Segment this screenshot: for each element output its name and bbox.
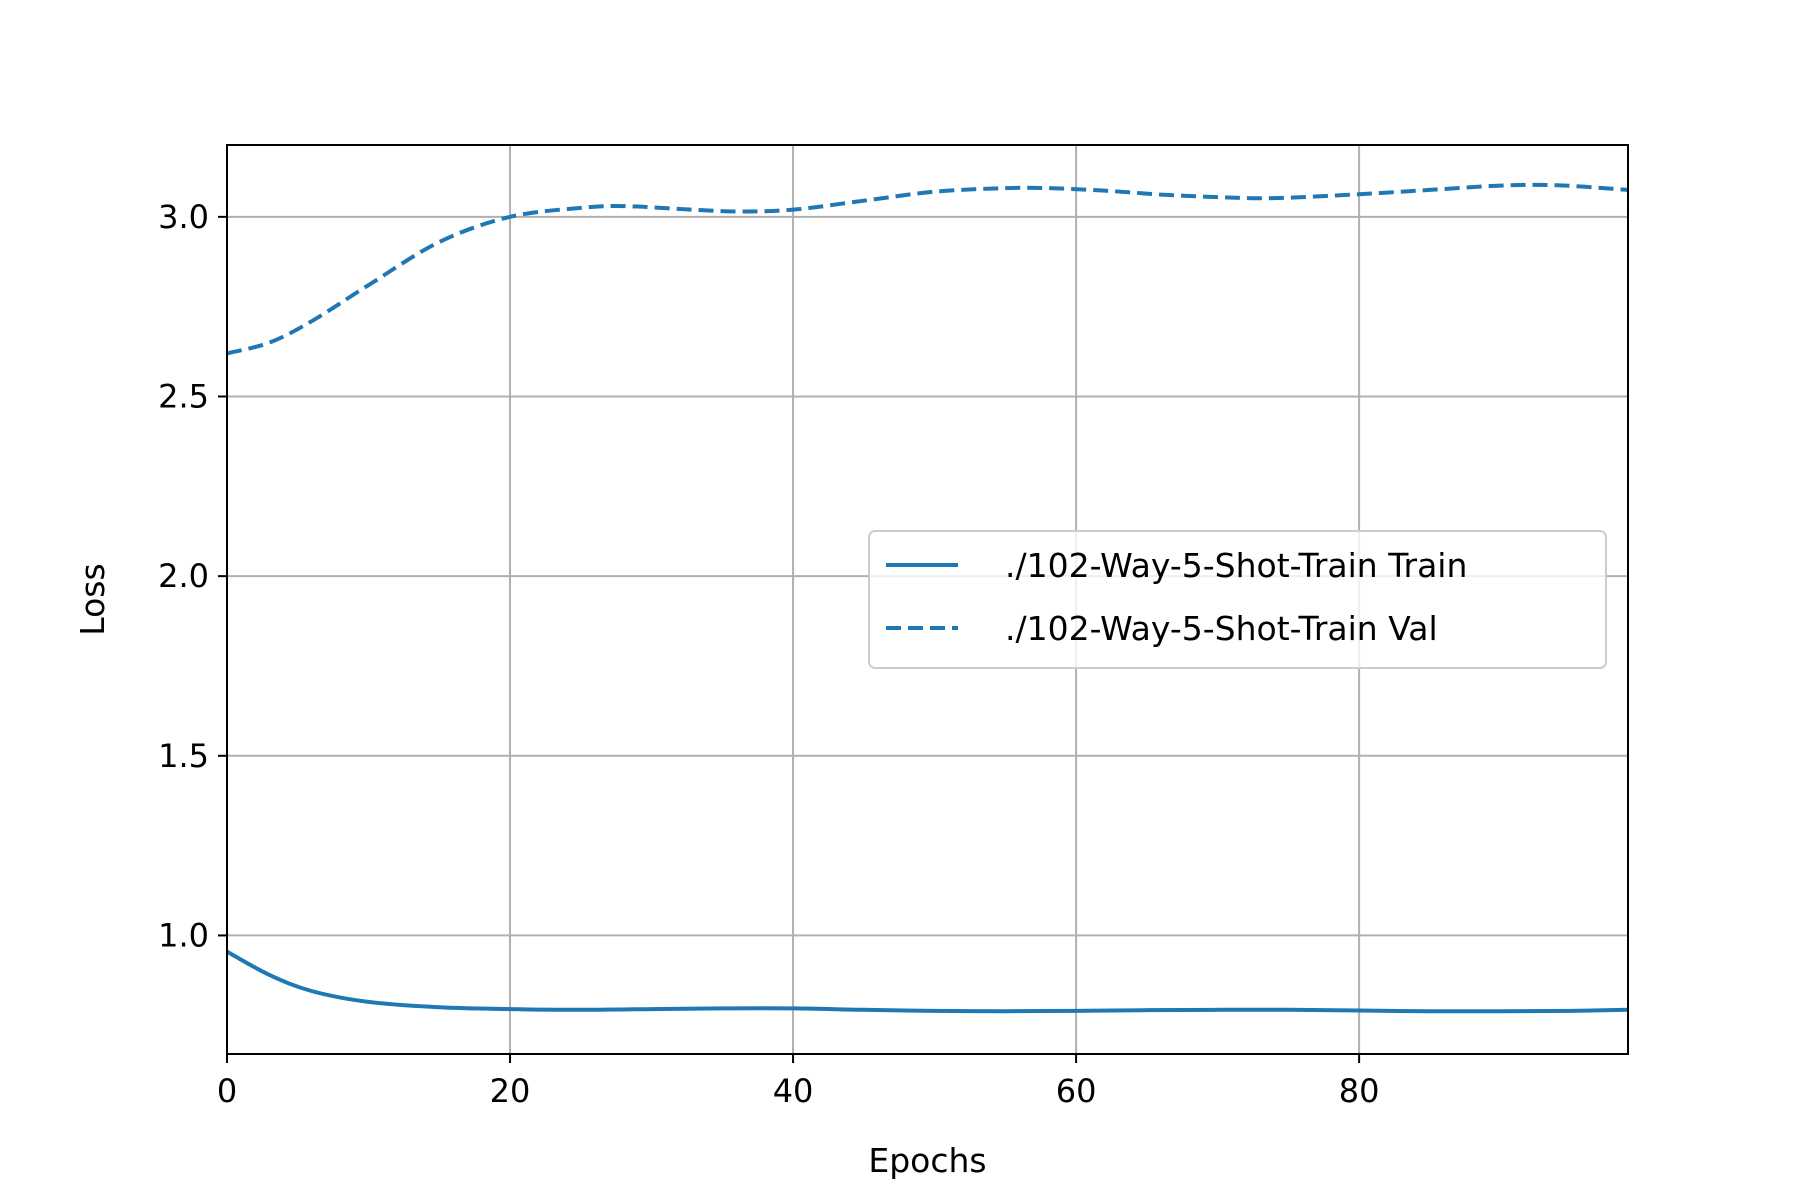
series-line-val — [226, 182, 1629, 356]
axis-ticks: 0 20 40 60 80 1.0 1.5 2.0 2.5 3.0 — [158, 198, 1379, 1110]
y-tick-label: 2.0 — [158, 557, 209, 595]
series-line-train — [226, 949, 1629, 1014]
x-tick-label: 0 — [217, 1072, 237, 1110]
y-tick-label: 3.0 — [158, 198, 209, 236]
y-tick-label: 2.5 — [158, 378, 209, 416]
grid — [226, 145, 1628, 1054]
legend-label-val: ./102-Way-5-Shot-Train Val — [1005, 609, 1438, 648]
y-tick-label: 1.0 — [158, 916, 209, 954]
legend-label-train: ./102-Way-5-Shot-Train Train — [1005, 546, 1467, 585]
x-tick-label: 20 — [490, 1072, 531, 1110]
x-tick-label: 80 — [1339, 1072, 1380, 1110]
y-tick-label: 1.5 — [158, 737, 209, 775]
x-axis-label: Epochs — [868, 1141, 986, 1180]
legend-box — [868, 530, 1607, 669]
x-tick-label: 40 — [773, 1072, 814, 1110]
x-tick-label: 60 — [1056, 1072, 1097, 1110]
legend: ./102-Way-5-Shot-Train Train ./102-Way-5… — [868, 530, 1607, 669]
plot-frame — [226, 144, 1629, 1055]
y-axis-label: Loss — [73, 563, 112, 635]
series-lines — [226, 182, 1629, 1014]
